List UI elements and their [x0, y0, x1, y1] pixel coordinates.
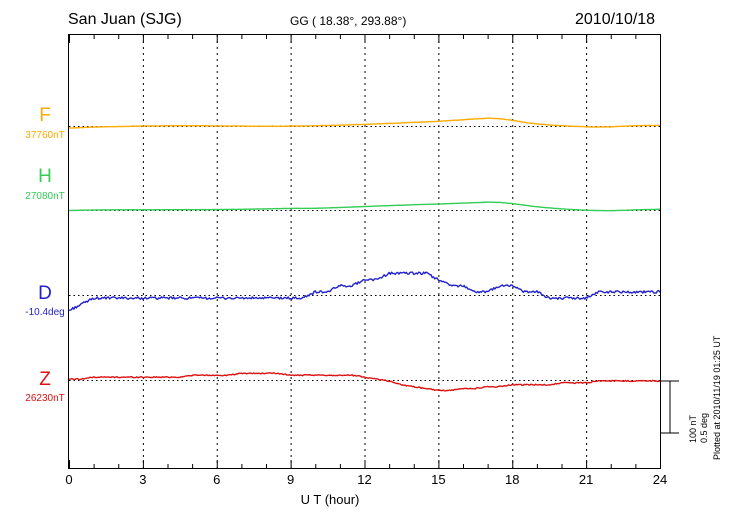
x-tick-label: 9 [287, 472, 295, 487]
component-baseline-h: 27080nT [25, 191, 65, 202]
scale-label-nt: 100 nT [688, 414, 698, 443]
component-letter-f: F [39, 105, 51, 126]
plotted-at-label: Plotted at 2010/11/19 01:25 UT [712, 335, 722, 460]
gridlines [142, 35, 588, 468]
component-baseline-f: 37760nT [25, 130, 65, 141]
x-tick-label: 24 [652, 472, 668, 487]
scale-label-deg: 0.5 deg [699, 412, 709, 443]
x-tick-label: 18 [505, 472, 520, 487]
x-tick-label: 3 [139, 472, 147, 487]
inner-tick-marks [69, 35, 637, 468]
component-letter-h: H [38, 166, 52, 187]
x-tick-label: 15 [431, 472, 446, 487]
component-letter-z: Z [39, 369, 51, 390]
x-tick-label: 0 [65, 472, 73, 487]
x-axis-title: U T (hour) [300, 492, 360, 507]
x-tick-label: 21 [578, 472, 594, 487]
x-tick-label: 6 [213, 472, 221, 487]
component-baseline-z: 26230nT [25, 393, 65, 404]
scale-bar-marks [661, 380, 679, 434]
x-tick-label: 12 [357, 472, 372, 487]
data-traces [69, 117, 660, 392]
plot-canvas [69, 35, 660, 468]
component-letter-d: D [38, 283, 52, 304]
plot-area [68, 34, 661, 469]
date-label: 2010/10/18 [575, 11, 656, 28]
station-title: San Juan (SJG) [68, 11, 182, 28]
scale-bar [661, 378, 687, 443]
geographic-coordinates: GG ( 18.38°, 293.88°) [290, 14, 407, 28]
component-baseline-d: -10.4deg [25, 307, 65, 318]
